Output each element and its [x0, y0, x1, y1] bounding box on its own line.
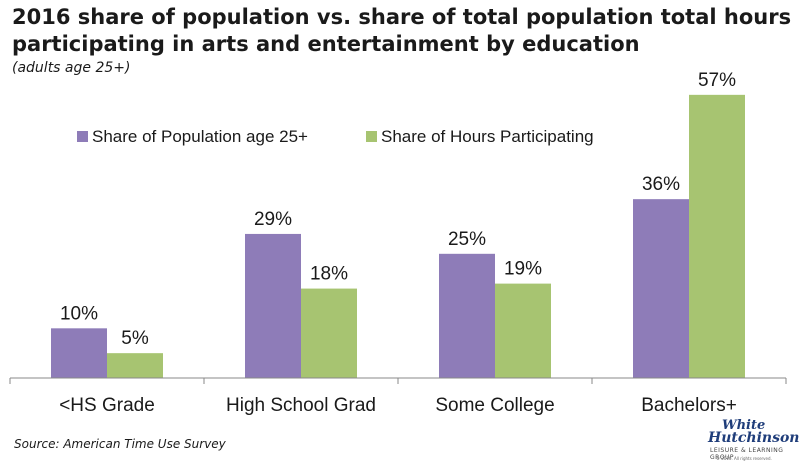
bar — [439, 253, 495, 378]
bar-value-label: 36% — [642, 174, 680, 195]
x-axis-ticks — [9, 378, 787, 384]
bar-value-label: 18% — [310, 264, 348, 285]
category-label: Bachelors+ — [641, 395, 737, 416]
bar-value-label: 5% — [121, 328, 149, 349]
bar — [689, 94, 745, 378]
bar — [301, 288, 357, 378]
legend-label: Share of Population age 25+ — [92, 127, 308, 146]
category-label: High School Grad — [226, 395, 376, 416]
logo-text-hutchinson: Hutchinson — [708, 430, 800, 446]
logo-tagline: LEISURE & LEARNING GROUP — [710, 447, 784, 461]
bar-value-label: 57% — [698, 70, 736, 91]
bar-value-label: 10% — [60, 303, 98, 324]
bar-value-label: 29% — [254, 209, 292, 230]
logo-copyright: © 2016. All rights reserved. — [716, 456, 772, 461]
bar-value-label: 25% — [448, 229, 486, 250]
bar — [107, 353, 163, 378]
bar — [51, 328, 107, 378]
source-note: Source: American Time Use Survey — [14, 437, 226, 451]
legend-swatch — [366, 131, 377, 142]
bars-group — [51, 94, 745, 378]
legend-label: Share of Hours Participating — [381, 127, 594, 146]
value-labels-group: 10% 5% 29% 18% 25% 19% 36% 57% — [60, 70, 736, 349]
category-labels-group: <HS Grade High School Grad Some College Bac… — [59, 395, 737, 416]
chart-subtitle: (adults age 25+) — [12, 60, 131, 76]
category-label: Some College — [435, 395, 554, 416]
bar — [245, 233, 301, 378]
bar-value-label: 19% — [504, 259, 542, 280]
chart-title: 2016 share of population vs. share of to… — [12, 5, 792, 56]
bar — [495, 283, 551, 378]
bar — [633, 199, 689, 378]
legend-swatch — [77, 131, 88, 142]
company-logo: White Hutchinson LEISURE & LEARNING GROU… — [706, 418, 800, 468]
category-label: <HS Grade — [59, 395, 155, 416]
legend: Share of Population age 25+ Share of Hour… — [77, 127, 594, 146]
logo-text-white: White — [722, 418, 766, 433]
